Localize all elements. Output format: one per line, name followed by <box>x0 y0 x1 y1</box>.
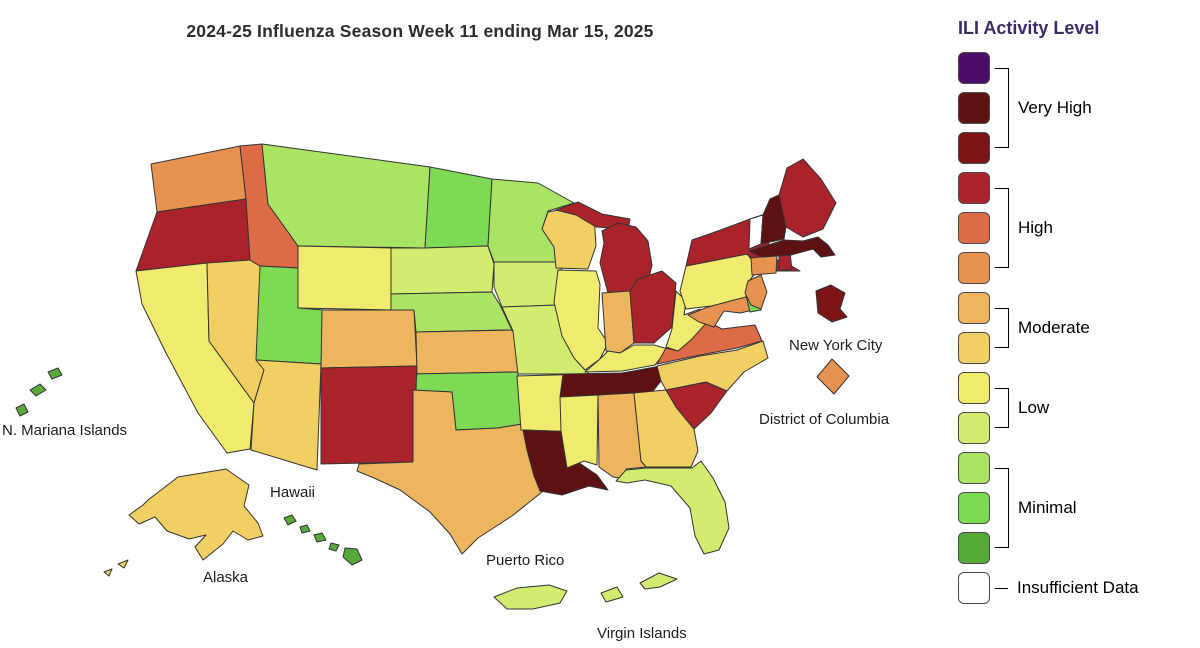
state-tx[interactable] <box>356 389 543 555</box>
state-fl[interactable] <box>615 460 730 555</box>
legend-swatch-level-1 <box>958 532 990 564</box>
state-nyc[interactable] <box>815 284 848 323</box>
legend-bracket <box>995 587 1008 589</box>
legend-bracket <box>995 388 1009 428</box>
state-nm[interactable] <box>320 365 418 465</box>
state-ks[interactable] <box>415 329 521 375</box>
legend-swatch-level-9 <box>958 212 990 244</box>
legend-swatch-column <box>958 52 990 164</box>
state-nj[interactable] <box>744 274 768 310</box>
legend-group-moderate: Moderate <box>958 292 1196 364</box>
state-md[interactable] <box>687 294 759 328</box>
state-nc[interactable] <box>656 340 769 392</box>
state-hi[interactable] <box>283 514 363 566</box>
label-puerto-rico: Puerto Rico <box>486 552 565 569</box>
state-nd[interactable] <box>424 166 493 249</box>
label-n-mariana-islands: N. Mariana Islands <box>2 422 128 439</box>
legend-group-low: Low <box>958 372 1196 444</box>
legend-bracket <box>995 308 1009 348</box>
legend-group-insufficient-data: Insufficient Data <box>958 572 1196 604</box>
legend-group-label: High <box>1018 218 1053 237</box>
state-or[interactable] <box>135 198 251 272</box>
legend-group-label: Minimal <box>1018 498 1077 517</box>
legend-swatch-level-0 <box>958 572 990 604</box>
state-sd[interactable] <box>390 245 495 295</box>
legend-group-very-high: Very High <box>958 52 1196 164</box>
legend-swatch-level-11 <box>958 132 990 164</box>
legend-swatch-level-10 <box>958 172 990 204</box>
legend-swatch-level-5 <box>958 372 990 404</box>
legend-swatch-level-13 <box>958 52 990 84</box>
legend-title: ILI Activity Level <box>958 18 1100 38</box>
legend-group-label: Very High <box>1018 98 1092 117</box>
state-wy[interactable] <box>297 245 392 311</box>
legend-group-high: High <box>958 172 1196 284</box>
state-dc[interactable] <box>816 358 850 395</box>
state-me[interactable] <box>778 158 837 238</box>
legend-swatch-column <box>958 292 990 364</box>
state-ky[interactable] <box>584 344 669 373</box>
state-ct[interactable] <box>750 254 778 276</box>
state-oh[interactable] <box>629 270 677 344</box>
legend-group-label: Low <box>1018 398 1050 417</box>
state-ak[interactable] <box>103 468 264 577</box>
ili-activity-legend: ILI Activity Level Very High High Moderate… <box>958 18 1196 612</box>
legend-swatch-column <box>958 452 990 564</box>
state-in[interactable] <box>601 290 635 354</box>
legend-bracket <box>995 68 1009 148</box>
label-district-of-columbia: District of Columbia <box>759 411 890 428</box>
state-ma[interactable] <box>748 236 836 258</box>
state-co[interactable] <box>320 309 418 369</box>
label-virgin-islands: Virgin Islands <box>597 625 687 642</box>
state-pr[interactable] <box>493 584 568 610</box>
legend-bracket <box>995 468 1009 548</box>
legend-swatch-level-2 <box>958 492 990 524</box>
legend-swatch-level-6 <box>958 332 990 364</box>
legend-swatch-column <box>958 172 990 284</box>
page-title: 2024-25 Influenza Season Week 11 ending … <box>186 21 654 41</box>
legend-groups: Very High High Moderate Low Minimal Insuffici… <box>958 52 1196 604</box>
state-mp[interactable] <box>15 367 63 417</box>
state-vi[interactable] <box>600 572 678 603</box>
legend-swatch-level-8 <box>958 252 990 284</box>
label-new-york-city: New York City <box>789 337 883 354</box>
state-mi_up[interactable] <box>555 201 631 230</box>
legend-swatch-level-3 <box>958 452 990 484</box>
state-az[interactable] <box>250 359 322 471</box>
label-hawaii: Hawaii <box>270 484 316 501</box>
legend-group-minimal: Minimal <box>958 452 1196 564</box>
legend-swatch-column <box>958 572 990 604</box>
state-ms[interactable] <box>559 394 599 469</box>
legend-swatch-column <box>958 372 990 444</box>
legend-group-label: Moderate <box>1018 318 1090 337</box>
legend-swatch-level-12 <box>958 92 990 124</box>
legend-swatch-level-7 <box>958 292 990 324</box>
legend-group-label: Insufficient Data <box>1017 578 1139 597</box>
label-alaska: Alaska <box>203 569 249 586</box>
legend-bracket <box>995 188 1009 268</box>
legend-swatch-level-4 <box>958 412 990 444</box>
